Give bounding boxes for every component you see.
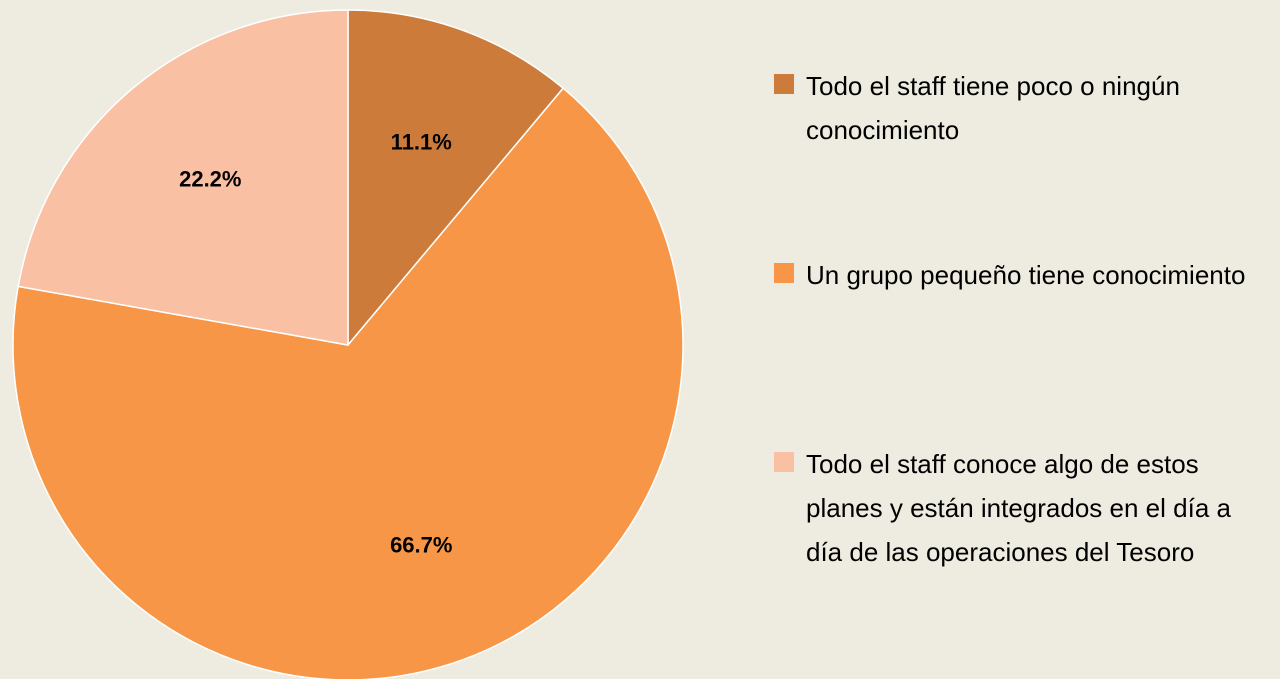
legend-swatch	[774, 452, 794, 472]
legend-entry: Todo el staff tiene poco o ningún conoci…	[774, 64, 1274, 152]
pie-slice	[347, 9, 565, 348]
legend-label: Todo el staff tiene poco o ningún conoci…	[806, 71, 1180, 145]
pie: 11.1% 66.7% 22.2%	[12, 9, 684, 679]
legend-swatch	[774, 263, 794, 283]
pie-slice	[12, 87, 684, 679]
data-label: 66.7%	[390, 532, 452, 557]
data-label: 22.2%	[179, 166, 241, 191]
legend-label: Un grupo pequeño tiene conocimiento	[806, 260, 1246, 290]
legend-entry: Todo el staff conoce algo de estos plane…	[774, 442, 1274, 574]
legend-entry: Un grupo pequeño tiene conocimiento	[774, 253, 1274, 297]
data-label: 11.1%	[391, 129, 452, 154]
legend-swatch	[774, 74, 794, 94]
pie-slice	[17, 9, 349, 346]
legend-label: Todo el staff conoce algo de estos plane…	[806, 449, 1231, 567]
